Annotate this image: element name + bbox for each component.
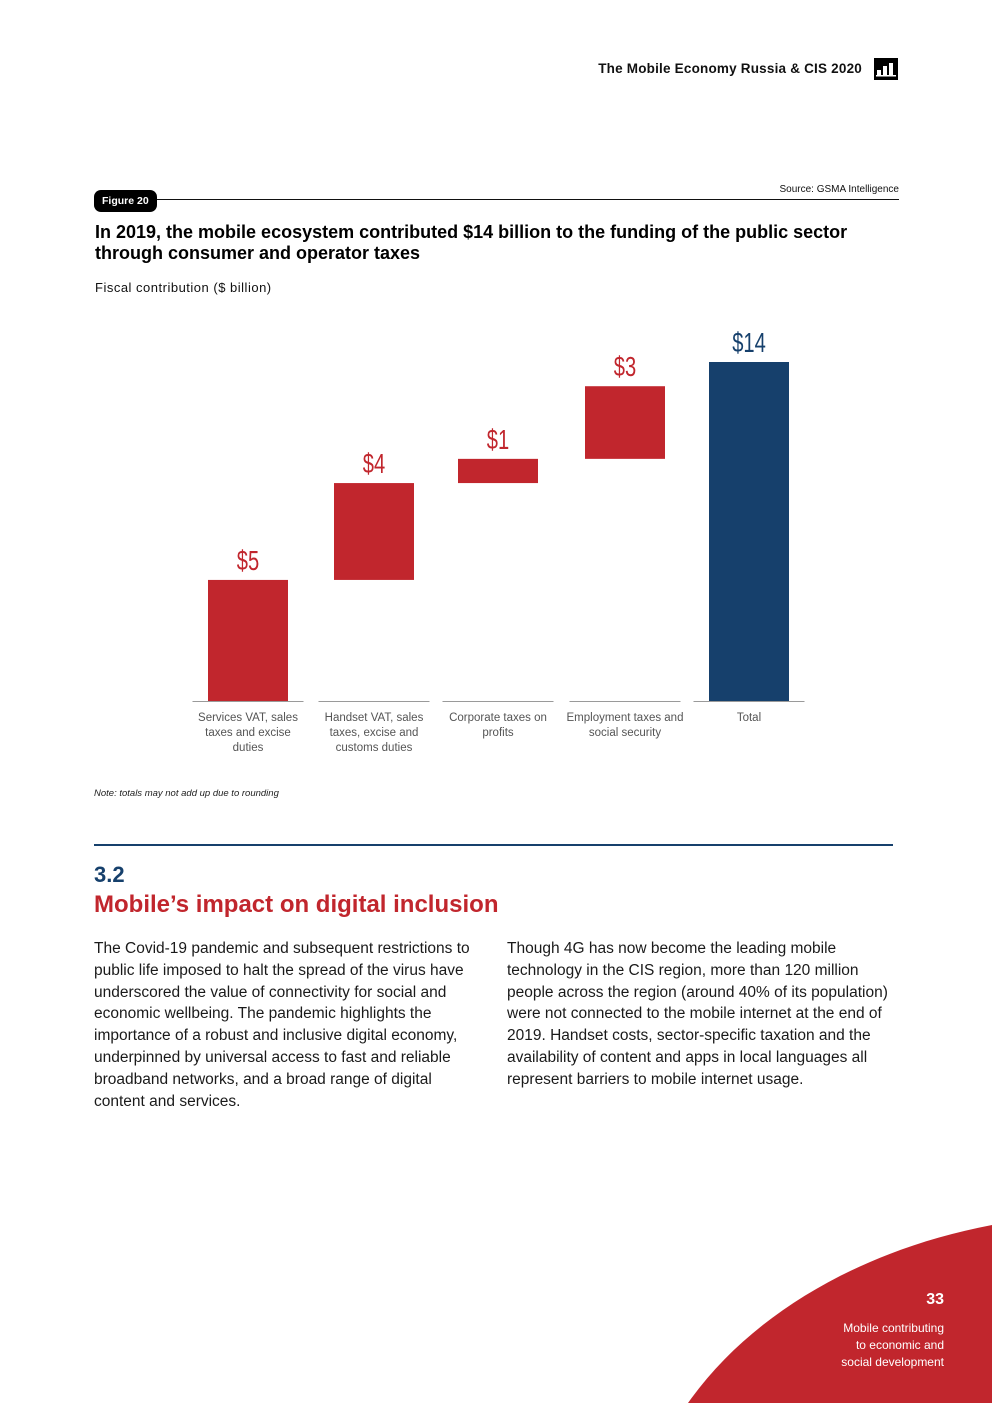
page-number: 33 [926,1291,944,1308]
section-divider [94,844,893,846]
figure-title: In 2019, the mobile ecosystem contribute… [95,222,848,263]
bar-value-label: $4 [363,449,385,480]
footer-corner-shape [688,1225,992,1403]
category-tick-label: Services VAT, sales taxes and excise dutie… [198,712,298,754]
chart-y-label: Fiscal contribution ($ billion) [95,280,272,295]
section-number: 3.2 [94,862,125,887]
contribution-bar [334,483,414,580]
total-bar [709,362,789,701]
contribution-bar [208,579,288,701]
bar-value-label: $3 [614,352,636,383]
footer-section-line: Mobile contributing [843,1321,944,1335]
paragraph-right: Though 4G has now become the leading mob… [507,940,888,1088]
contribution-bar [585,386,665,459]
figure-badge: Figure 20 [94,190,157,212]
contribution-bar [458,458,538,484]
figure-note: Note: totals may not add up due to round… [94,788,279,799]
gsma-chart-icon [874,58,898,80]
category-tick-label: Corporate taxes on profits [449,712,547,739]
category-tick-label: Total [737,712,761,724]
category-tick-label: Employment taxes and social security [567,712,684,739]
bar-value-label: $14 [732,328,766,359]
figure-source: Source: GSMA Intelligence [779,184,899,195]
publication-title: The Mobile Economy Russia & CIS 2020 [598,61,862,76]
footer-section-line: social development [841,1355,944,1369]
paragraph-left: The Covid-19 pandemic and subsequent res… [94,940,470,1110]
waterfall-chart: $5 Services VAT, sales taxes and excise dut… [192,328,805,754]
category-tick-label: Handset VAT, sales taxes, excise and custo… [325,712,424,754]
bar-value-label: $1 [487,425,509,456]
bar-value-label: $5 [237,546,259,577]
footer-section-label: Mobile contributing to economic and soci… [841,1320,944,1371]
section-title: Mobile’s impact on digital inclusion [94,891,499,918]
footer-section-line: to economic and [855,1338,944,1352]
figure-top-rule [150,199,899,200]
